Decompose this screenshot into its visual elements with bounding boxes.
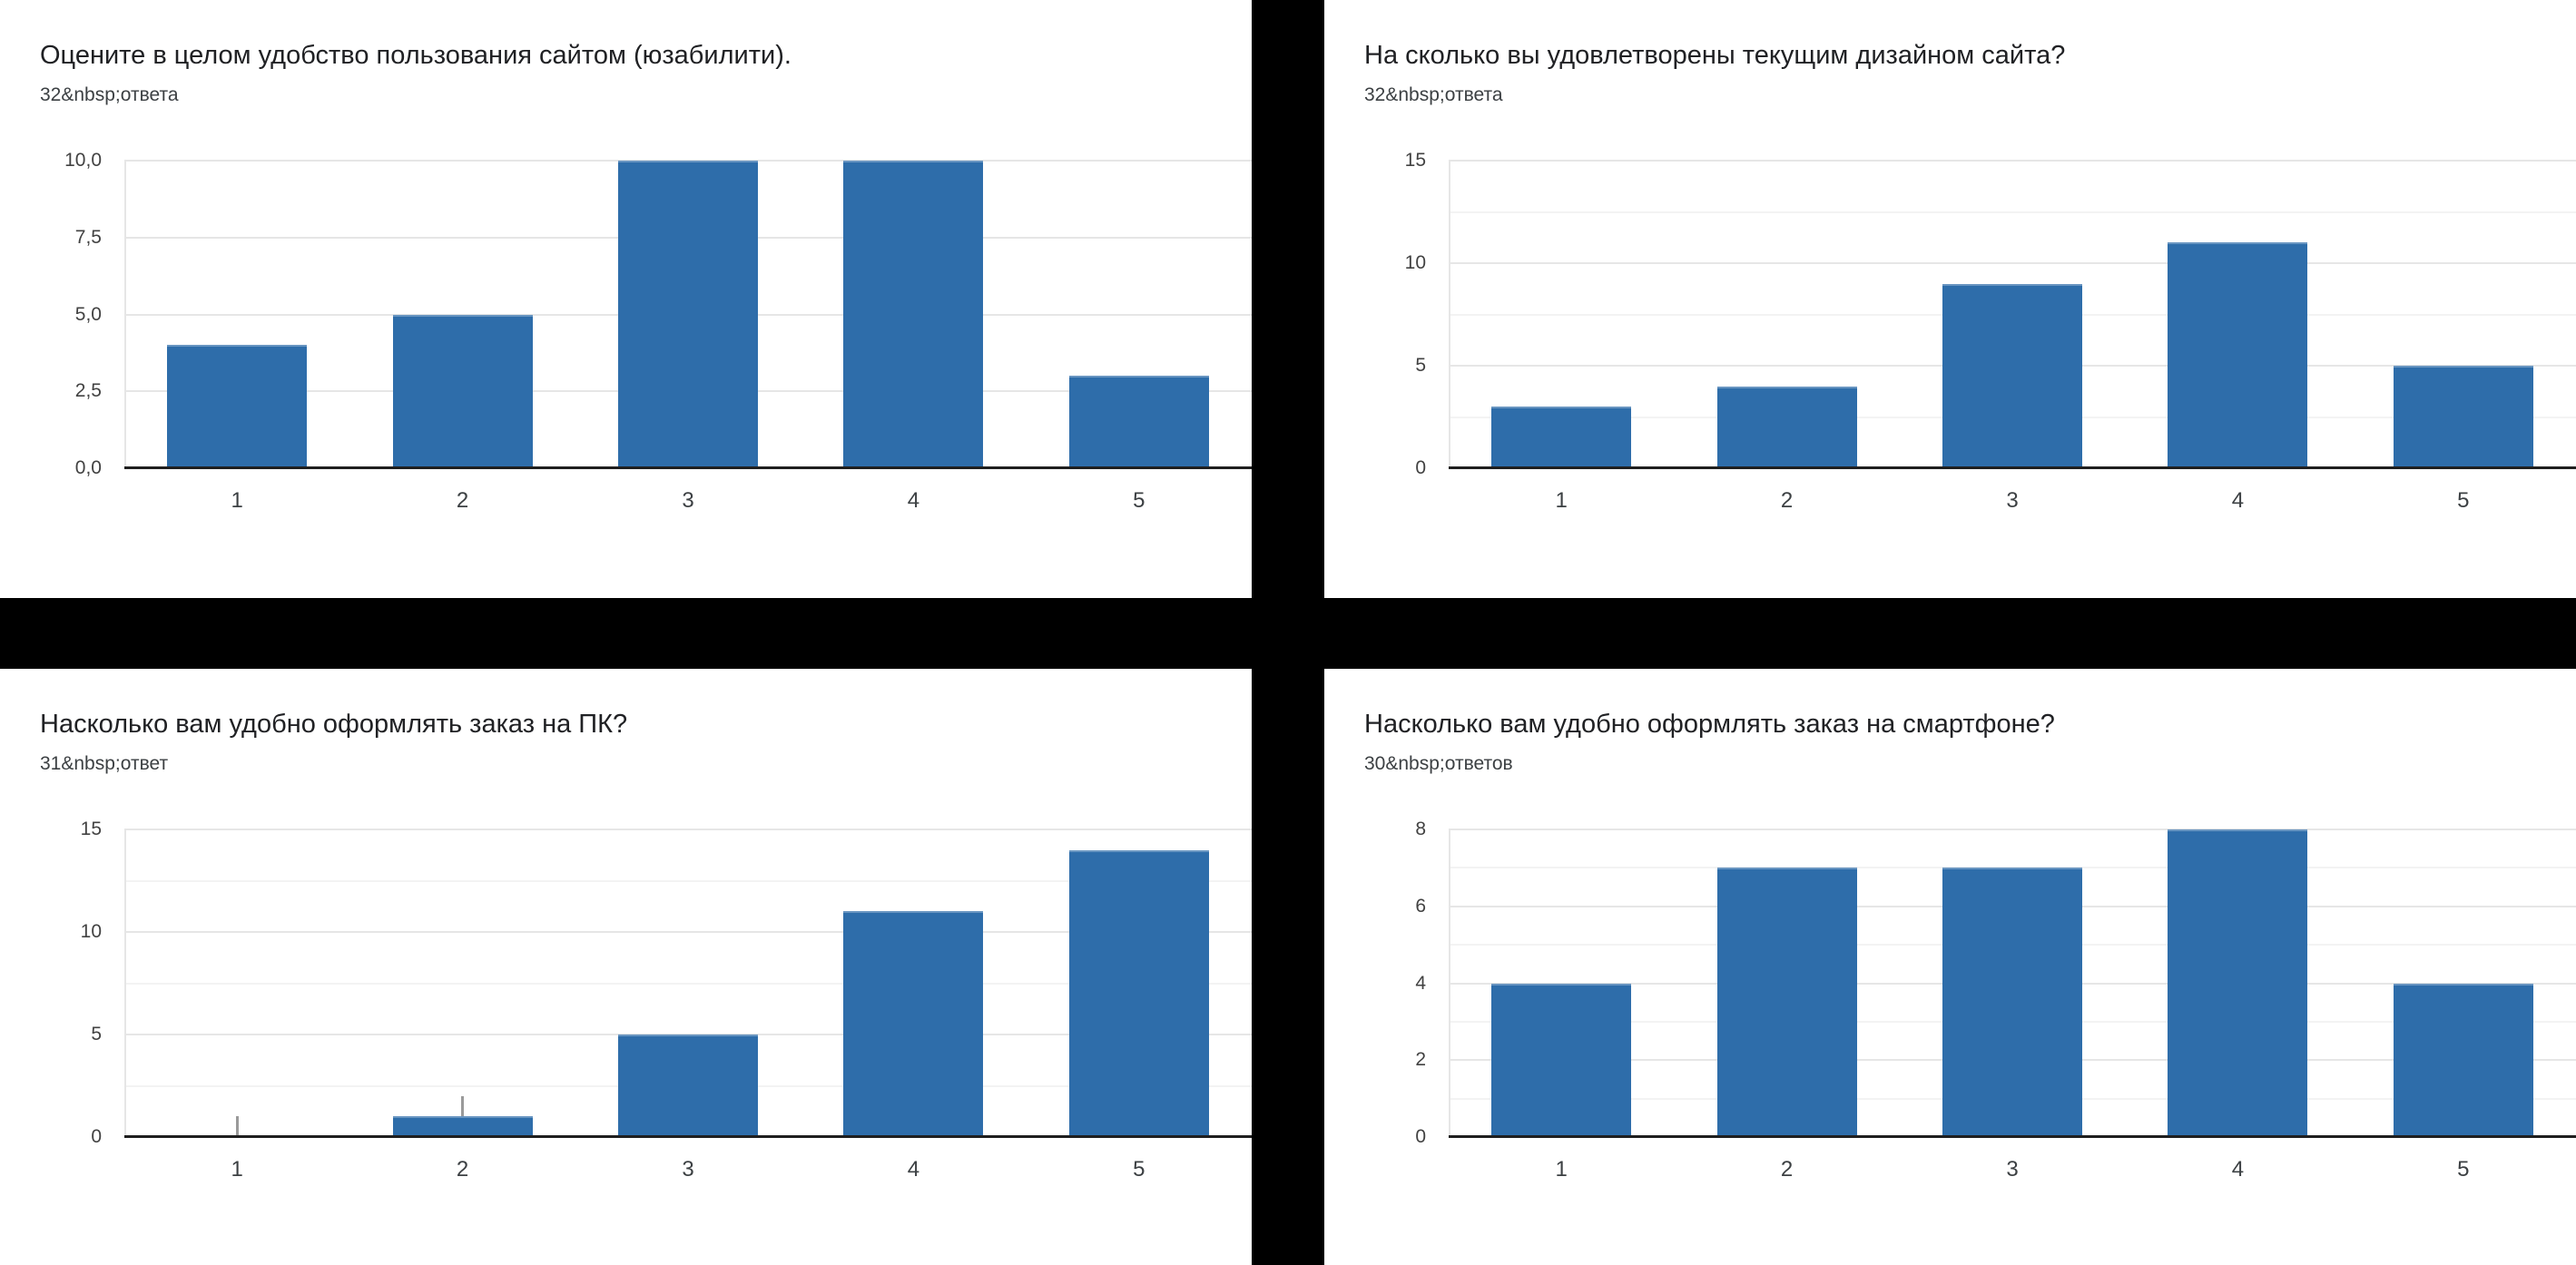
bar-category-1[interactable]	[1491, 407, 1632, 468]
y-axis-tick-label: 10	[1404, 252, 1426, 273]
bar-category-2[interactable]	[1716, 868, 1857, 1137]
bar-chart-plot: 0 2 4 6 8 1 2 3 4 5	[1415, 819, 2576, 1182]
bar-chart-plot: 0,0 2,5 5,0 7,5 10,0 1 2 3 4 5	[64, 150, 1252, 513]
x-axis-category-label: 3	[682, 1157, 694, 1182]
bar-category-2[interactable]	[392, 314, 533, 468]
value-stem-mark	[235, 1116, 239, 1137]
bar-category-5[interactable]	[1068, 849, 1209, 1137]
chart-response-count: 30&nbsp;ответов	[1364, 753, 1513, 774]
x-axis-category-label: 1	[231, 1157, 243, 1182]
x-axis-category-label: 5	[1133, 1157, 1145, 1182]
bar-category-1[interactable]	[1491, 983, 1632, 1137]
chart-title: Насколько вам удобно оформлять заказ на …	[40, 710, 628, 739]
x-axis-category-label: 4	[907, 488, 920, 513]
bar-category-3[interactable]	[1942, 868, 2082, 1137]
chart-card-order-smartphone: Насколько вам удобно оформлять заказ на …	[1324, 669, 2576, 1265]
y-axis-tick-label: 0	[1415, 1126, 1426, 1147]
minor-gridline	[124, 879, 1252, 882]
x-axis-category-label: 3	[682, 488, 694, 513]
major-gridline	[124, 829, 1252, 830]
chart-title: На сколько вы удовлетворены текущим диза…	[1364, 41, 2066, 70]
minor-gridline	[1449, 211, 2576, 213]
chart-response-count: 31&nbsp;ответ	[40, 753, 169, 774]
x-axis-category-label: 3	[2006, 1157, 2019, 1182]
bar-category-4[interactable]	[843, 161, 984, 468]
x-axis-category-label: 3	[2006, 488, 2019, 513]
x-axis-line	[1449, 466, 2576, 469]
black-divider-horizontal	[0, 598, 2576, 669]
plot-area-left-border	[124, 829, 126, 1137]
bar-chart-plot: 0 5 10 15 1 2 3 4 5	[81, 819, 1252, 1182]
chart-response-count: 32&nbsp;ответа	[40, 84, 179, 105]
x-axis-category-label: 2	[456, 488, 469, 513]
chart-card-order-pc: Насколько вам удобно оформлять заказ на …	[0, 669, 1252, 1265]
x-axis-category-label: 5	[2457, 488, 2470, 513]
y-axis-tick-label: 6	[1415, 895, 1426, 917]
bar-category-2[interactable]	[392, 1116, 533, 1137]
bar-chart-plot: 0 5 10 15 1 2 3 4 5	[1405, 150, 2576, 513]
y-axis-tick-label: 8	[1415, 819, 1426, 839]
bar-category-4[interactable]	[2168, 242, 2308, 468]
y-axis-tick-label: 0	[91, 1126, 102, 1147]
x-axis-line	[1449, 1135, 2576, 1138]
y-axis-tick-label: 7,5	[74, 226, 102, 248]
chart-card-usability: Оцените в целом удобство пользования сай…	[0, 0, 1252, 598]
bar-category-3[interactable]	[618, 161, 758, 468]
x-axis-category-label: 2	[1780, 488, 1794, 513]
plot-area-left-border	[1449, 161, 1450, 468]
x-axis-category-label: 2	[456, 1157, 469, 1182]
bar-category-5[interactable]	[2393, 366, 2533, 468]
bar-category-5[interactable]	[1068, 376, 1209, 468]
plot-area-left-border	[124, 161, 126, 468]
value-stem-mark	[461, 1095, 465, 1117]
y-axis-tick-label: 0	[1415, 457, 1426, 478]
chart-title: Насколько вам удобно оформлять заказ на …	[1364, 710, 2055, 739]
major-gridline	[1449, 160, 2576, 162]
plot-area-left-border	[1449, 829, 1450, 1137]
x-axis-category-label: 1	[1555, 488, 1568, 513]
y-axis-tick-label: 15	[80, 819, 102, 839]
x-axis-category-label: 1	[1555, 1157, 1568, 1182]
y-axis-tick-label: 2	[1415, 1049, 1426, 1071]
y-axis-tick-label: 5	[1415, 355, 1426, 376]
x-axis-line	[124, 1135, 1252, 1138]
y-axis-tick-label: 10	[80, 921, 102, 942]
bar-category-1[interactable]	[167, 345, 308, 468]
major-gridline	[1449, 262, 2576, 264]
y-axis-tick-label: 0,0	[74, 457, 102, 478]
chart-response-count: 32&nbsp;ответа	[1364, 84, 1503, 105]
y-axis-tick-label: 4	[1415, 972, 1426, 994]
major-gridline	[124, 931, 1252, 933]
y-axis-tick-label: 10,0	[64, 150, 102, 171]
chart-title: Оцените в целом удобство пользования сай…	[40, 41, 791, 70]
minor-gridline	[124, 982, 1252, 985]
x-axis-category-label: 2	[1780, 1157, 1794, 1182]
y-axis-tick-label: 15	[1404, 150, 1426, 171]
chart-card-design-satisfaction: На сколько вы удовлетворены текущим диза…	[1324, 0, 2576, 598]
x-axis-category-label: 4	[907, 1157, 920, 1182]
y-axis-tick-label: 5,0	[74, 303, 102, 325]
bar-category-3[interactable]	[618, 1035, 758, 1137]
x-axis-category-label: 4	[2231, 488, 2245, 513]
x-axis-category-label: 1	[231, 488, 243, 513]
x-axis-category-label: 5	[2457, 1157, 2470, 1182]
bar-category-4[interactable]	[2168, 829, 2308, 1137]
y-axis-tick-label: 2,5	[74, 380, 102, 402]
x-axis-category-label: 4	[2231, 1157, 2245, 1182]
x-axis-line	[124, 466, 1252, 469]
y-axis-tick-label: 5	[91, 1024, 102, 1044]
bar-category-3[interactable]	[1942, 283, 2082, 468]
major-gridline	[1449, 829, 2576, 830]
bar-category-5[interactable]	[2393, 983, 2533, 1137]
bar-category-4[interactable]	[843, 911, 984, 1137]
bar-category-2[interactable]	[1716, 386, 1857, 468]
x-axis-category-label: 5	[1133, 488, 1145, 513]
